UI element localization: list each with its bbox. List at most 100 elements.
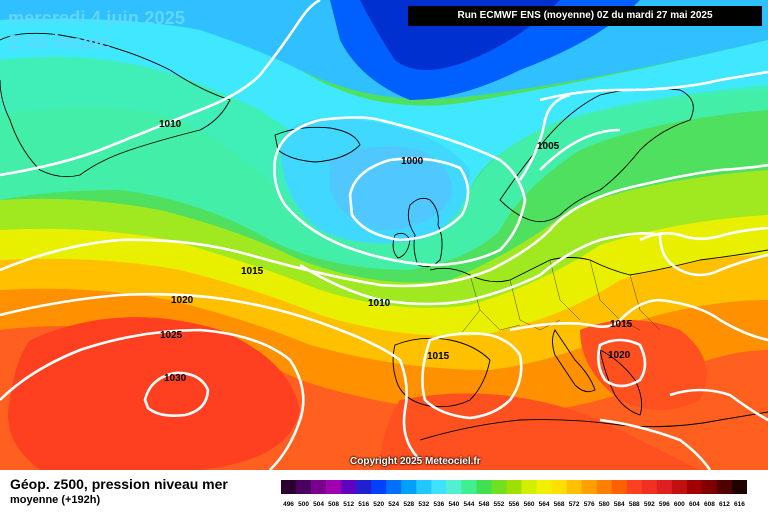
isobar-label: 1020 [171, 295, 194, 306]
legend-swatch [386, 480, 402, 494]
legend-swatch [311, 480, 327, 494]
isobar-1010-mid [299, 232, 768, 306]
legend-label: 616 [734, 501, 745, 508]
iberia-coast [392, 337, 491, 408]
isobar-label: 1000 [401, 156, 424, 167]
isobar-labels: 1010 1000 1005 1015 1020 1010 1025 1015 … [159, 119, 633, 384]
legend-label: 592 [644, 501, 655, 508]
legend-swatch [581, 480, 597, 494]
forecast-date: mercredi 4 juin 2025 [8, 8, 186, 28]
isobar-1020-scand-east [639, 226, 768, 242]
legend-swatch [566, 480, 582, 494]
isobar-label: 1030 [164, 373, 187, 384]
legend-swatch [371, 480, 387, 494]
legend-swatch [611, 480, 628, 494]
isobar-1005-east [539, 70, 768, 102]
legend-label: 560 [524, 501, 535, 508]
legend-label: 512 [343, 501, 354, 508]
legend-swatch [536, 480, 552, 494]
legend-label: 520 [373, 501, 384, 508]
legend-label: 536 [433, 501, 444, 508]
isobar-1015 [0, 163, 768, 288]
isobar-1020 [0, 292, 421, 461]
britain-coast [407, 197, 443, 268]
legend-label: 552 [494, 501, 505, 508]
legend-swatch [476, 480, 492, 494]
legend-label: 532 [418, 501, 429, 508]
legend-swatch [596, 480, 613, 494]
isobar-label: 1015 [427, 351, 450, 362]
legend-swatch [281, 480, 297, 494]
legend-label: 556 [509, 501, 520, 508]
color-legend: 496 500 504 508 512 516 520 524 528 532 536 540 544 5… [281, 480, 747, 508]
copyright: Copyright 2025 Meteociel.fr [350, 456, 481, 467]
forecast-time: 2:00 locale [8, 32, 111, 54]
africa-coast [419, 411, 768, 441]
legend-swatch [446, 480, 462, 494]
europe-coast [429, 249, 768, 283]
legend-swatch [701, 480, 718, 494]
legend-swatch [521, 480, 537, 494]
legend-swatch [686, 480, 703, 494]
legend-label: 612 [719, 501, 730, 508]
legend-label: 600 [674, 501, 685, 508]
legend-swatch [461, 480, 477, 494]
isobar-label: 1010 [368, 298, 391, 309]
legend-label: 604 [689, 501, 700, 508]
legend-label: 584 [614, 501, 625, 508]
legend-swatch [656, 480, 673, 494]
isobar-label: 1015 [610, 319, 633, 330]
legend-swatch [671, 480, 688, 494]
legend-label: 508 [328, 501, 339, 508]
isobar-label: 1025 [160, 330, 183, 341]
legend-swatch [731, 480, 747, 494]
legend-swatch [491, 480, 507, 494]
isobar-1010-north [0, 0, 321, 177]
legend-swatch [341, 480, 357, 494]
scandinavia-coast [499, 87, 694, 223]
legend-swatch [401, 480, 417, 494]
coastlines [0, 32, 768, 441]
isobar-1020-east [597, 338, 647, 388]
legend-swatch [431, 480, 447, 494]
legend-label: 528 [403, 501, 414, 508]
legend-swatch [356, 480, 372, 494]
forecast-map: 1010 1000 1005 1015 1020 1010 1025 1015 … [0, 0, 768, 470]
isobar-label: 1005 [537, 141, 560, 152]
legend-label: 500 [298, 501, 309, 508]
legend-label: 568 [554, 501, 565, 508]
legend-swatch [326, 480, 342, 494]
parameter-title: Géop. z500, pression niveau mer [10, 476, 228, 492]
legend-swatch [296, 480, 312, 494]
iceland-coast [274, 126, 361, 163]
legend-swatch [641, 480, 658, 494]
legend-swatch [551, 480, 567, 494]
legend-label: 548 [479, 501, 490, 508]
legend-label: 544 [463, 501, 474, 508]
legend-label: 496 [283, 501, 294, 508]
isobar-1015-africa [599, 418, 712, 470]
legend-label: 504 [313, 501, 324, 508]
isobar-1025 [0, 328, 305, 470]
greenland-coast [0, 32, 231, 178]
isobar-1015-east [509, 298, 768, 342]
legend-label: 596 [659, 501, 670, 508]
legend-swatch [626, 480, 643, 494]
legend-swatch [416, 480, 432, 494]
isobar-1005-scand [518, 93, 571, 181]
isobar-1010-north2 [539, 128, 621, 171]
isobar-label: 1020 [608, 350, 631, 361]
legend-label: 588 [629, 501, 640, 508]
isobar-1005 [273, 116, 527, 267]
isobar-label: 1010 [159, 119, 182, 130]
parameter-subtitle: moyenne (+192h) [10, 494, 101, 506]
legend-label: 516 [358, 501, 369, 508]
isobar-label: 1015 [241, 266, 264, 277]
legend-label: 576 [584, 501, 595, 508]
borders [459, 259, 661, 336]
run-info: Run ECMWF ENS (moyenne) 0Z du mardi 27 m… [408, 6, 762, 26]
isobar-1015-iberia [421, 332, 523, 420]
legend-label: 580 [599, 501, 610, 508]
italy-coast [552, 329, 596, 393]
legend-label: 540 [448, 501, 459, 508]
